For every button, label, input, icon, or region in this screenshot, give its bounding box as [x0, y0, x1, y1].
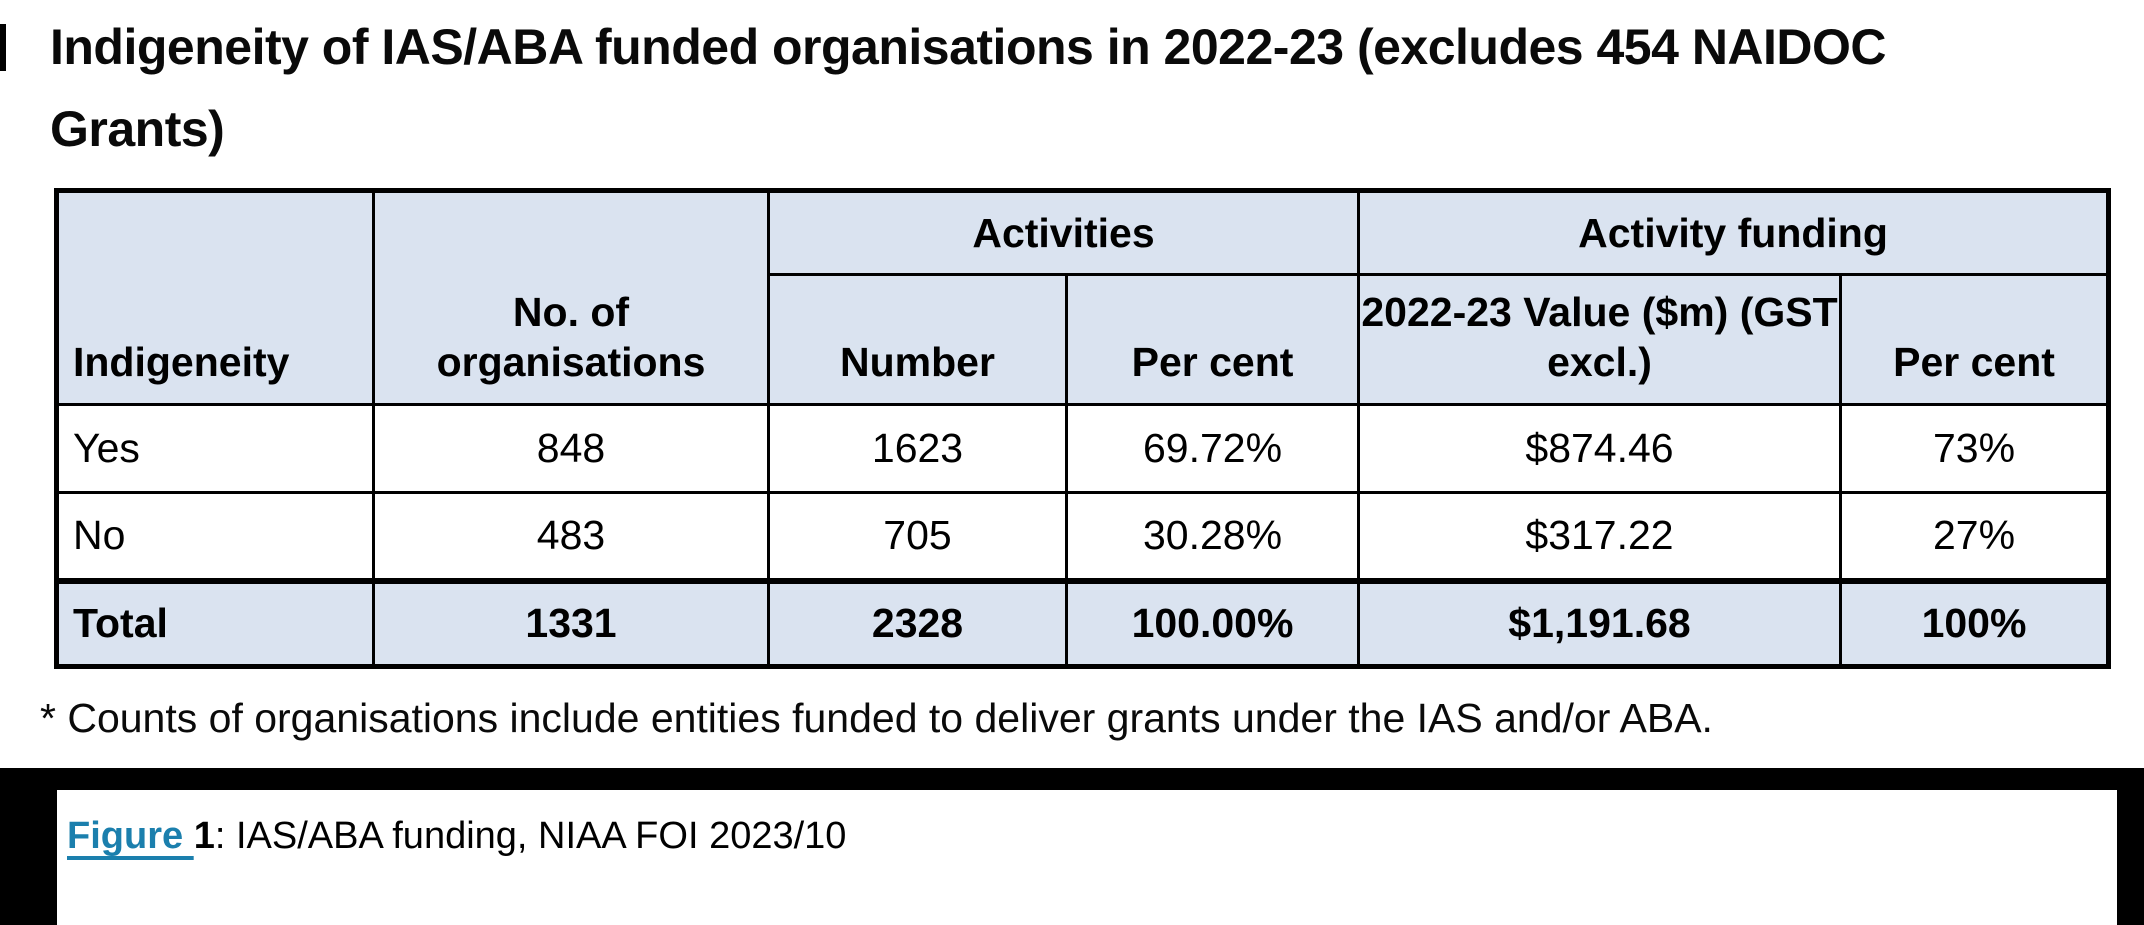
row-label-yes: Yes	[55, 403, 375, 494]
table-group-header-row: Indigeneity No. of organisations Activit…	[55, 189, 2111, 406]
group-header-activity-funding: Activity funding	[1356, 189, 2111, 276]
yes-activities-number: 1623	[767, 403, 1068, 494]
row-label-no: No	[55, 491, 375, 582]
no-funding-percent: 27%	[1838, 491, 2111, 582]
document-title-line-2: Grants)	[50, 101, 225, 157]
indigeneity-funding-table: Indigeneity No. of organisations Activit…	[54, 188, 2112, 669]
left-edge-mark	[0, 24, 6, 71]
no-activities-percent: 30.28%	[1065, 491, 1360, 582]
yes-funding-value: $874.46	[1357, 403, 1842, 494]
table-sub-header-row: Number Per cent 2022-23 Value ($m) (GST …	[57, 273, 2111, 406]
document-title-line-1: Indigeneity of IAS/ABA funded organisati…	[50, 19, 1887, 75]
column-header-funding-value: 2022-23 Value ($m) (GST excl.)	[1357, 273, 1842, 406]
total-organisations: 1331	[372, 577, 770, 668]
figure-caption-box: Figure 1: IAS/ABA funding, NIAA FOI 2023…	[57, 790, 2117, 925]
column-header-activities-percent: Per cent	[1065, 273, 1360, 406]
figure-caption: Figure 1: IAS/ABA funding, NIAA FOI 2023…	[57, 790, 2117, 860]
figure-number: 1	[193, 815, 215, 857]
figure-link[interactable]: Figure	[67, 815, 194, 857]
yes-organisations: 848	[372, 403, 770, 494]
yes-activities-percent: 69.72%	[1065, 403, 1360, 494]
group-header-activities: Activities	[767, 189, 1360, 276]
table-footnote: * Counts of organisations include entiti…	[40, 695, 1713, 741]
no-funding-value: $317.22	[1357, 491, 1842, 582]
no-organisations: 483	[372, 491, 770, 582]
total-funding-percent: 100%	[1838, 577, 2111, 668]
yes-funding-percent: 73%	[1838, 403, 2111, 494]
document-title: Indigeneity of IAS/ABA funded organisati…	[50, 6, 2120, 170]
column-header-no-of-organisations: No. of organisations	[372, 189, 770, 406]
figure-caption-text: : IAS/ABA funding, NIAA FOI 2023/10	[214, 815, 847, 857]
no-activities-number: 705	[767, 491, 1068, 582]
column-header-activities-number: Number	[767, 273, 1068, 406]
table-row-no: No 483 705 30.28% $317.22 27%	[55, 491, 2111, 582]
total-activities-percent: 100.00%	[1065, 577, 1360, 668]
column-header-funding-percent: Per cent	[1838, 273, 2111, 406]
bottom-black-band: Figure 1: IAS/ABA funding, NIAA FOI 2023…	[0, 768, 2144, 925]
table-row-total: Total 1331 2328 100.00% $1,191.68 100%	[55, 577, 2111, 668]
table-row-yes: Yes 848 1623 69.72% $874.46 73%	[55, 403, 2111, 494]
total-funding-value: $1,191.68	[1357, 577, 1842, 668]
row-label-total: Total	[55, 577, 375, 668]
column-header-indigeneity: Indigeneity	[55, 189, 375, 406]
total-activities-number: 2328	[767, 577, 1068, 668]
